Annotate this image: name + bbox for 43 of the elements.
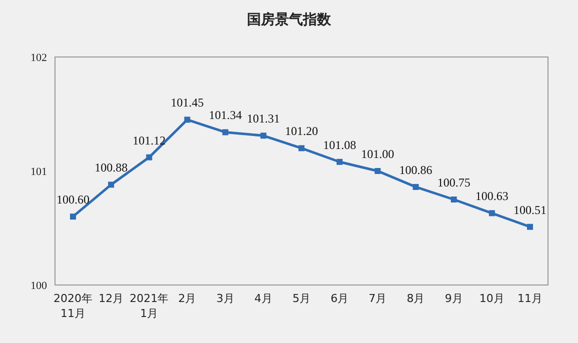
point: [488, 210, 495, 216]
data-label: 100.51: [514, 202, 546, 217]
point: [298, 145, 304, 152]
x-tick-label: 2020年 11月: [54, 292, 92, 320]
x-tick-label: 4月: [254, 292, 272, 305]
data-label: 100.60: [56, 192, 90, 207]
x-tick-label: 7月: [368, 292, 387, 305]
data-label: 101.45: [170, 96, 204, 110]
point: [527, 224, 533, 230]
x-tick-label: 11月: [518, 292, 542, 305]
x-tick-label: 10月: [479, 292, 504, 305]
point: [412, 184, 419, 190]
y-tick-label: 101: [30, 166, 47, 178]
data-label: 100.75: [437, 176, 470, 190]
point: [374, 168, 381, 174]
y-tick-label: 102: [30, 52, 47, 64]
chart-title: 国房景气指数: [247, 11, 332, 28]
data-label: 100.88: [94, 160, 128, 175]
y-tick-label: 100: [30, 280, 48, 292]
data-label: 101.31: [246, 112, 280, 126]
x-tick-label: 12月: [98, 292, 124, 305]
data-label: 101.20: [285, 124, 318, 138]
data-label: 101.12: [132, 133, 166, 148]
point: [260, 132, 266, 139]
point: [336, 158, 343, 165]
point: [184, 116, 190, 123]
data-label: 100.63: [475, 189, 508, 204]
data-label: 101.34: [208, 108, 242, 122]
data-label: 101.08: [323, 138, 356, 152]
point: [450, 196, 457, 202]
data-label: 101.00: [361, 147, 394, 161]
point: [108, 182, 114, 188]
point: [222, 129, 228, 136]
x-tick-label: 5月: [292, 292, 310, 305]
x-tick-label: 3月: [216, 292, 234, 305]
x-tick-label: 6月: [330, 292, 349, 305]
x-tick-label: 9月: [444, 292, 463, 305]
point: [146, 154, 152, 160]
x-tick-label: 8月: [406, 292, 425, 305]
x-tick-label: 2月: [178, 292, 196, 305]
data-label: 100.86: [399, 162, 432, 177]
x-tick-label: 2021年 1月: [130, 292, 169, 320]
point: [70, 214, 76, 220]
